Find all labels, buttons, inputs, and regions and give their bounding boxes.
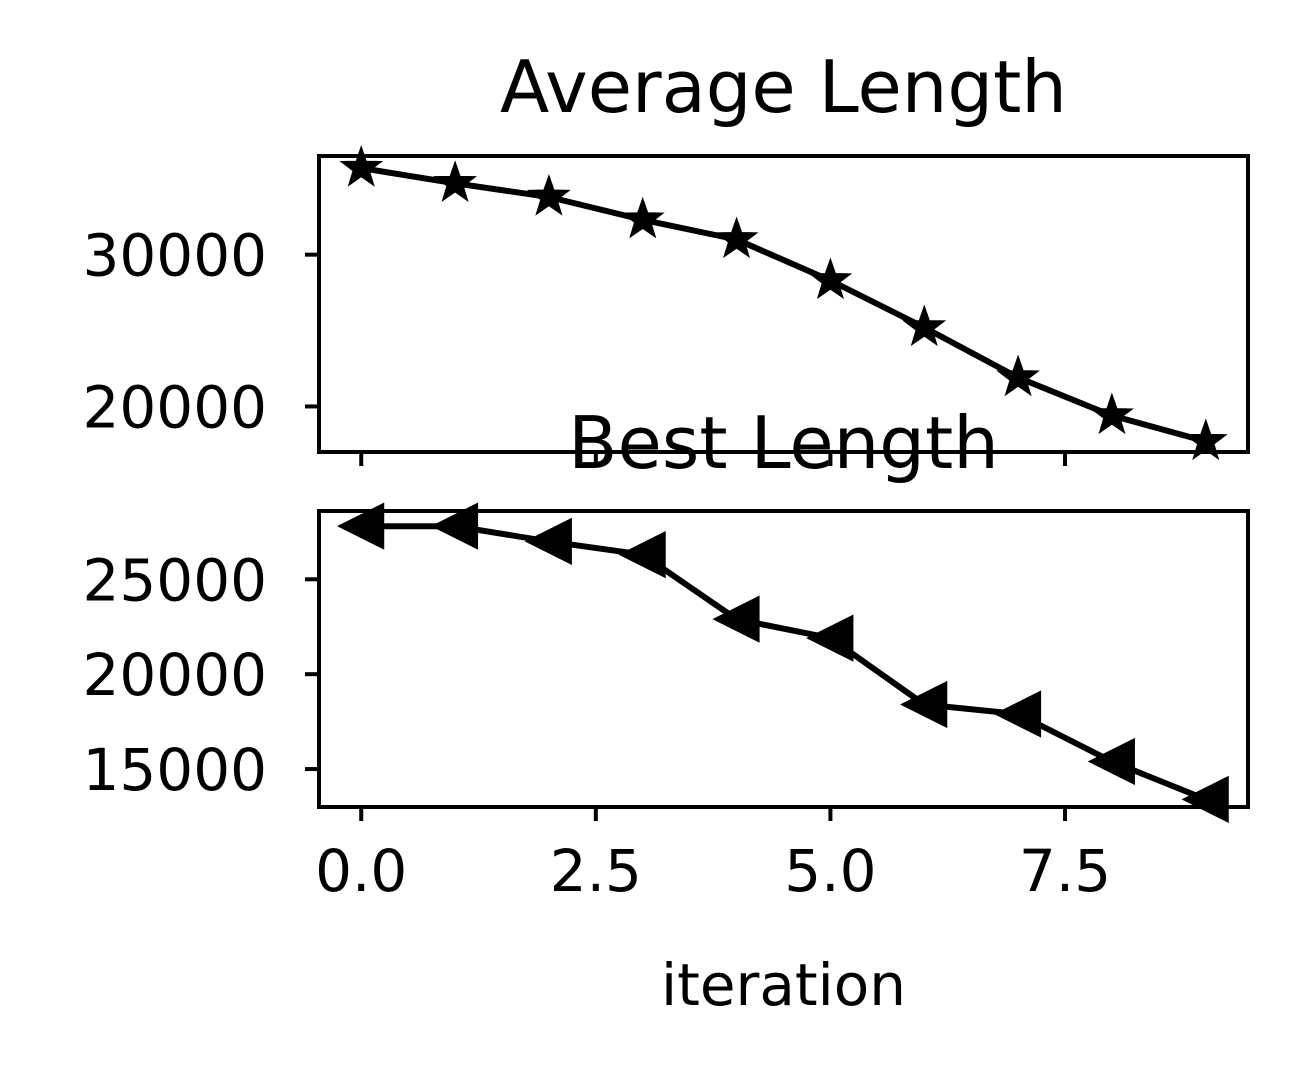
triangle-marker: [618, 531, 666, 579]
triangle-marker: [336, 502, 385, 550]
triangle-marker: [712, 595, 760, 643]
star-marker: [1183, 418, 1228, 461]
triangle-marker: [1087, 737, 1135, 786]
y-tick-label: 15000: [82, 736, 267, 804]
best-length-y-ticks: 15000 20000 25000: [82, 546, 319, 804]
star-marker: [714, 216, 759, 259]
y-tick-label: 30000: [82, 222, 267, 290]
triangle-marker: [993, 690, 1042, 738]
triangle-marker: [1181, 775, 1229, 824]
triangle-marker: [900, 680, 948, 729]
triangle-marker: [430, 502, 479, 550]
x-tick-label: 0.0: [315, 837, 407, 905]
star-marker: [996, 354, 1040, 397]
average-length-marks: [339, 145, 1228, 461]
star-marker: [527, 173, 571, 216]
average-length-frame: [317, 154, 1250, 454]
best-length-x-ticks: 0.0 2.5 5.0 7.5: [315, 807, 1111, 905]
best-length-panel: 0.0 2.5 5.0 7.5 15000 20000 25000 iteration: [82, 502, 1250, 1019]
y-tick-label: 20000: [82, 373, 267, 441]
star-marker: [620, 196, 665, 239]
star-marker: [808, 257, 853, 300]
average-length-panel: Average Length 20000 30000: [82, 45, 1250, 466]
best-length-marks: [336, 502, 1229, 824]
triangle-marker: [524, 517, 572, 565]
y-tick-label: 20000: [82, 641, 267, 709]
best-length-x-axis-label: iteration: [661, 951, 906, 1019]
y-tick-label: 25000: [82, 546, 267, 614]
star-marker: [902, 304, 947, 347]
best-length-title: Best Length: [568, 401, 999, 485]
star-marker: [433, 160, 478, 202]
triangle-marker: [806, 614, 854, 662]
star-marker: [1089, 392, 1134, 435]
series-line: [360, 165, 1207, 445]
average-length-x-ticks: [359, 452, 1068, 466]
star-marker: [339, 145, 384, 187]
x-tick-label: 5.0: [784, 837, 876, 905]
x-tick-label: 7.5: [1019, 837, 1111, 905]
best-length-frame: [317, 509, 1250, 809]
average-length-y-ticks: 20000 30000: [82, 222, 319, 441]
x-tick-label: 2.5: [550, 837, 642, 905]
average-length-title: Average Length: [500, 45, 1067, 129]
series-line: [361, 523, 1207, 803]
